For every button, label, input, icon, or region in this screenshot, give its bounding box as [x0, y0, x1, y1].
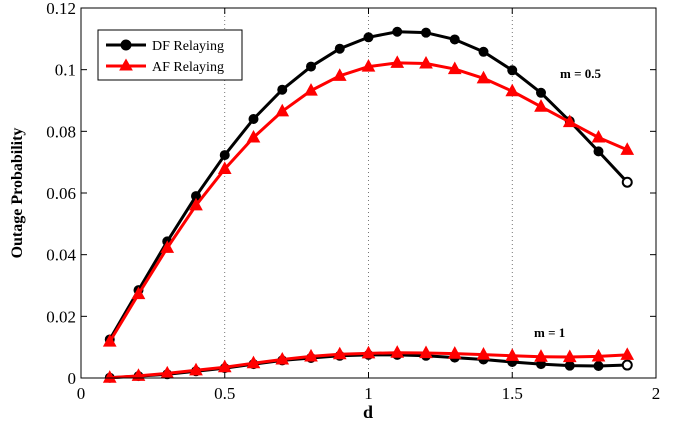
- point-af-relaying-m-0-5: [534, 99, 548, 112]
- x-tick-label: 1: [364, 384, 373, 403]
- point-df-relaying-m-0-5: [277, 84, 288, 95]
- y-tick-label: 0.08: [46, 122, 76, 141]
- legend-label-af: AF Relaying: [152, 60, 224, 75]
- point-df-relaying-m-0-5: [449, 34, 460, 45]
- axis-ticks: 0 0.5 1 1.5 2 0 0.02 0.04 0.06 0.08 0.1 0.12: [46, 0, 660, 403]
- point-af-relaying-m-1: [591, 348, 606, 362]
- point-af-relaying-m-0-5: [189, 197, 203, 211]
- point-df-relaying-m-0-5: [306, 61, 316, 72]
- point-df-relaying-m-0-5: [248, 114, 259, 124]
- point-af-relaying-m-1: [562, 349, 577, 363]
- x-tick-label: 2: [652, 384, 661, 403]
- y-tick-label: 0.02: [46, 307, 76, 326]
- point-af-relaying-m-0-5: [390, 55, 405, 68]
- point-af-relaying-m-0-5: [304, 83, 318, 96]
- point-af-relaying-m-0-5: [160, 240, 175, 253]
- y-axis-label: Outage Probability: [9, 128, 26, 259]
- point-af-relaying-m-1: [332, 346, 347, 360]
- point-df-relaying-m-0-5: [536, 87, 546, 98]
- point-af-relaying-m-0-5: [591, 129, 606, 143]
- x-axis-label: d: [363, 402, 373, 422]
- point-af-relaying-m-1: [102, 370, 117, 383]
- point-df-relaying-m-0-5: [478, 46, 489, 57]
- y-tick-label: 0.04: [46, 246, 76, 265]
- point-af-relaying-m-1: [390, 345, 405, 358]
- point-df-relaying-m-0-5: [593, 146, 604, 157]
- point-af-relaying-m-0-5: [447, 61, 462, 75]
- legend-marker-af: [119, 58, 133, 71]
- point-af-relaying-m-0-5: [476, 70, 491, 84]
- grid: [224, 8, 513, 378]
- point-af-relaying-m-1: [189, 362, 203, 376]
- point-af-relaying-m-0-5: [275, 103, 290, 117]
- legend-label-df: DF Relaying: [152, 39, 224, 54]
- point-af-relaying-m-0-5: [620, 142, 635, 155]
- y-tick-label: 0.12: [46, 0, 76, 18]
- point-af-relaying-m-0-5: [419, 55, 433, 69]
- point-af-relaying-m-0-5: [332, 68, 347, 81]
- point-af-relaying-m-0-5: [361, 59, 376, 72]
- point-af-relaying-m-1: [620, 347, 635, 360]
- point-af-relaying-m-1: [275, 351, 290, 365]
- point-af-relaying-m-0-5: [505, 83, 520, 97]
- annotation-m-1: m = 1: [534, 325, 565, 340]
- point-af-relaying-m-1: [505, 348, 520, 361]
- point-af-relaying-m-0-5: [102, 334, 117, 347]
- annotation-m-0-5: m = 0.5: [560, 66, 601, 81]
- y-tick-label: 0.06: [46, 184, 76, 203]
- series-layer: [102, 26, 635, 383]
- point-af-relaying-m-1: [447, 346, 462, 359]
- point-df-relaying-m-0-5: [621, 176, 633, 188]
- point-af-relaying-m-1: [304, 348, 318, 362]
- point-df-relaying-m-1: [621, 359, 633, 371]
- point-af-relaying-m-1: [217, 359, 232, 373]
- legend-marker-df: [120, 39, 132, 51]
- point-af-relaying-m-0-5: [246, 129, 261, 143]
- legend-box: [97, 29, 243, 81]
- x-tick-label: 0.5: [214, 384, 235, 403]
- y-tick-label: 0.1: [55, 61, 76, 80]
- point-af-relaying-m-1: [476, 347, 491, 360]
- point-df-relaying-m-0-5: [421, 27, 431, 38]
- legend: DF Relaying AF Relaying: [97, 29, 243, 81]
- point-df-relaying-m-0-5: [507, 65, 518, 76]
- point-af-relaying-m-1: [419, 345, 433, 359]
- x-tick-label: 0: [77, 384, 86, 403]
- point-df-relaying-m-0-5: [219, 150, 230, 161]
- point-af-relaying-m-1: [534, 349, 548, 362]
- point-af-relaying-m-0-5: [131, 286, 146, 300]
- y-tick-label: 0: [68, 369, 77, 388]
- x-tick-label: 1.5: [502, 384, 523, 403]
- point-df-relaying-m-1: [593, 360, 604, 371]
- point-df-relaying-m-0-5: [334, 43, 345, 54]
- point-df-relaying-m-1: [564, 360, 575, 371]
- point-df-relaying-m-0-5: [392, 26, 403, 37]
- point-af-relaying-m-1: [246, 355, 261, 369]
- point-df-relaying-m-0-5: [363, 32, 374, 43]
- point-af-relaying-m-0-5: [562, 114, 577, 128]
- point-af-relaying-m-0-5: [217, 161, 232, 174]
- point-af-relaying-m-1: [361, 345, 376, 359]
